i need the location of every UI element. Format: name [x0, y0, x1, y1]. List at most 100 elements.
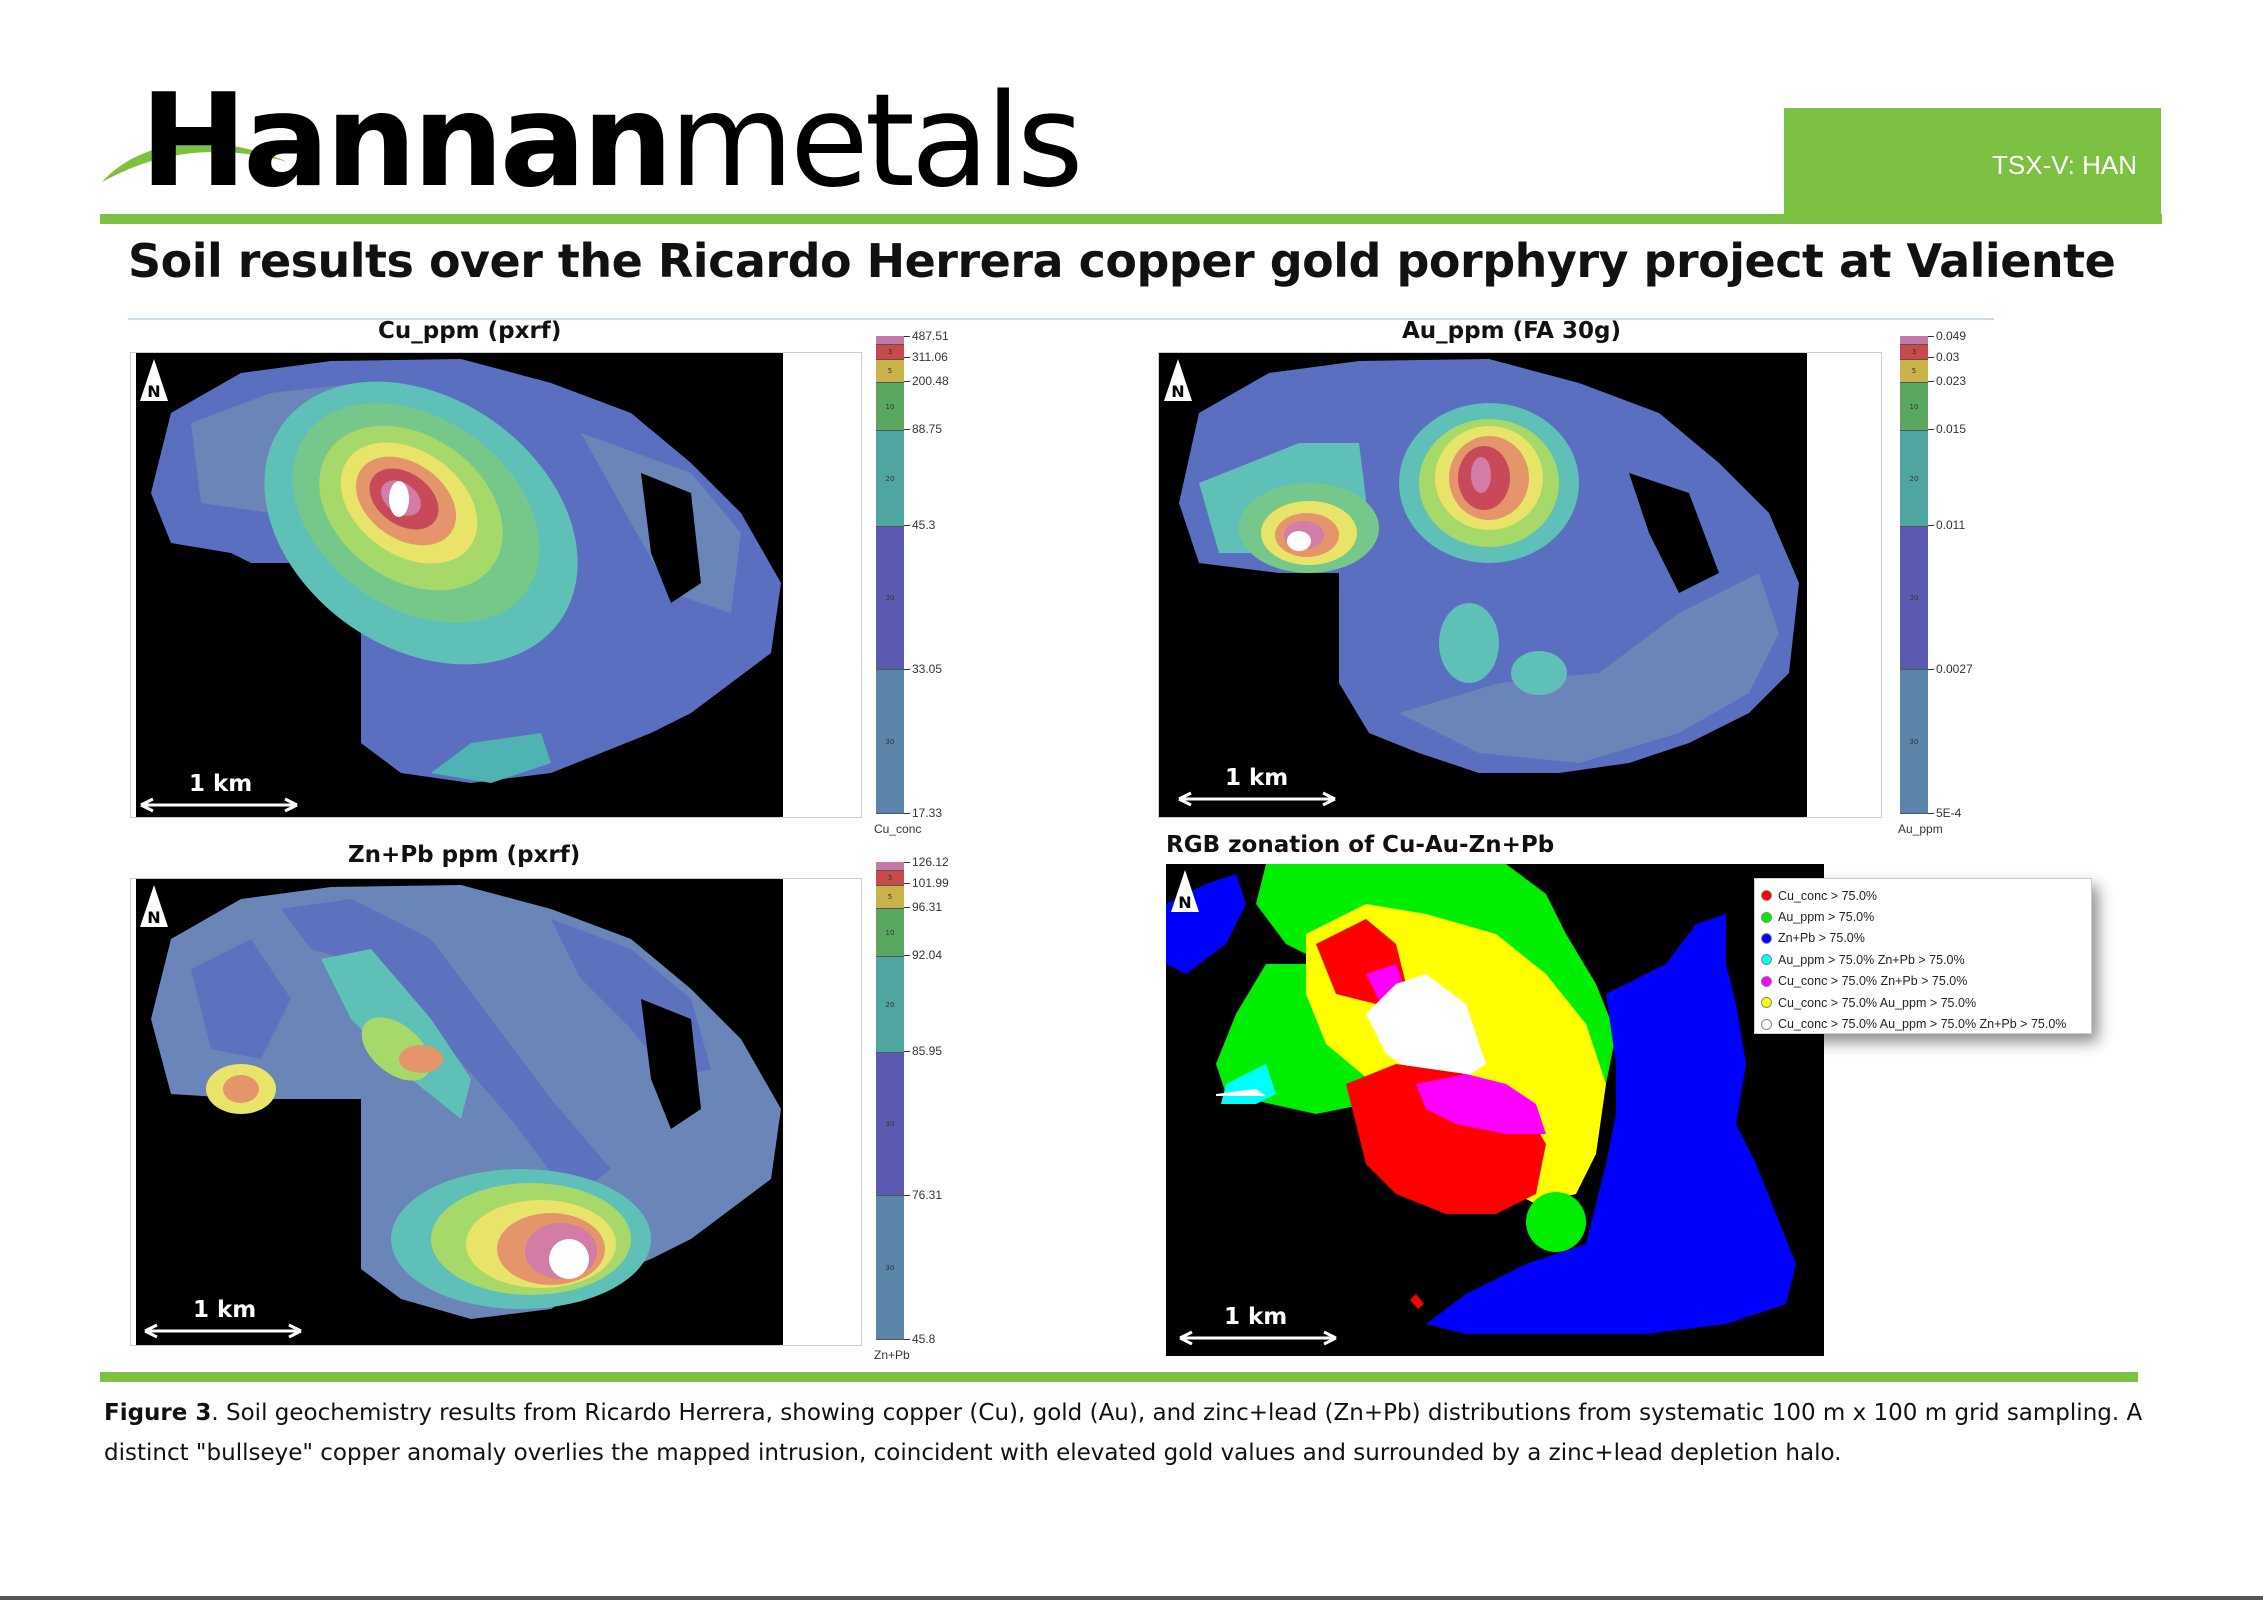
- legend-unit: Au_ppm: [1898, 822, 1943, 836]
- legend-band: [1900, 336, 1928, 345]
- legend-band: 5: [876, 886, 904, 909]
- rgb-map-title: RGB zonation of Cu-Au-Zn+Pb: [1166, 832, 1555, 858]
- scale-bar-icon: [140, 797, 298, 813]
- legend-tick: 126.12: [904, 855, 949, 869]
- figure-caption: Figure 3. Soil geochemistry results from…: [104, 1393, 2164, 1473]
- north-arrow-icon: N: [1164, 359, 1192, 401]
- rgb-legend-row: Zn+Pb > 75.0%: [1761, 928, 2085, 949]
- legend-tick: 101.99: [904, 876, 949, 890]
- north-label: N: [1178, 893, 1191, 912]
- legend-swatch: [1761, 932, 1772, 944]
- legend-tick: 0.023: [1928, 374, 1966, 388]
- legend-tick: 96.31: [904, 900, 942, 914]
- page-title: Soil results over the Ricardo Herrera co…: [128, 234, 2116, 288]
- legend-band: 3: [876, 871, 904, 886]
- legend-swatch: [1761, 911, 1772, 923]
- legend-band: 20: [876, 957, 904, 1053]
- legend-band: 20: [876, 431, 904, 527]
- legend-unit: Cu_conc: [874, 822, 922, 836]
- scale-label: 1 km: [193, 1297, 257, 1323]
- legend-tick: 85.95: [904, 1044, 942, 1058]
- legend-band: 20: [1900, 431, 1928, 527]
- rgb-legend-row: Cu_conc > 75.0%: [1761, 885, 2085, 906]
- logo-wordmark: Hannanmetals: [140, 78, 1084, 206]
- legend-tick: 76.31: [904, 1188, 942, 1202]
- legend-unit: Zn+Pb: [874, 1348, 910, 1362]
- page-bottom-border: [0, 1596, 2263, 1600]
- rgb-legend-row: Au_ppm > 75.0%: [1761, 906, 2085, 927]
- north-label: N: [1171, 382, 1184, 401]
- legend-band: 30: [1900, 670, 1928, 814]
- au-legend-bar: 3 5 10 20 30 30: [1900, 336, 1928, 814]
- legend-band: 30: [876, 527, 904, 670]
- legend-tick: 0.011: [1928, 518, 1965, 532]
- legend-tick: 45.8: [904, 1332, 935, 1346]
- legend-tick: 5E-4: [1928, 806, 1961, 820]
- scale-label: 1 km: [1224, 1304, 1288, 1330]
- rgb-legend-row: Cu_conc > 75.0% Zn+Pb > 75.0%: [1761, 971, 2085, 992]
- north-label: N: [147, 908, 160, 927]
- rgb-legend: Cu_conc > 75.0% Au_ppm > 75.0% Zn+Pb > 7…: [1754, 878, 2092, 1034]
- scale-bar-icon: [1178, 791, 1336, 807]
- legend-tick: 487.51: [904, 329, 949, 343]
- header-rule: [100, 214, 2162, 224]
- scale-label: 1 km: [189, 771, 253, 797]
- cu-legend-bar: 3 5 10 20 30 30: [876, 336, 904, 814]
- rgb-legend-label: Cu_conc > 75.0% Zn+Pb > 75.0%: [1778, 974, 1968, 989]
- north-arrow-icon: N: [1171, 870, 1199, 912]
- zn-map-title: Zn+Pb ppm (pxrf): [348, 842, 581, 868]
- legend-tick: 0.015: [1928, 422, 1966, 436]
- north-label: N: [147, 382, 160, 401]
- legend-band: 5: [1900, 360, 1928, 383]
- legend-swatch: [1761, 954, 1772, 966]
- legend-swatch: [1761, 975, 1772, 987]
- legend-band: [876, 862, 904, 871]
- legend-band: [876, 336, 904, 345]
- scale-bar-icon: [144, 1323, 302, 1339]
- legend-tick: 0.03: [1928, 350, 1959, 364]
- legend-swatch: [1761, 997, 1772, 1009]
- legend-swatch: [1761, 1018, 1772, 1030]
- rgb-legend-label: Cu_conc > 75.0%: [1778, 888, 1878, 903]
- legend-tick: 92.04: [904, 948, 942, 962]
- scale-label: 1 km: [1225, 765, 1289, 791]
- rgb-legend-label: Au_ppm > 75.0%: [1778, 910, 1875, 925]
- au-map-title: Au_ppm (FA 30g): [1402, 318, 1621, 344]
- legend-band: 30: [876, 1196, 904, 1340]
- legend-band: 3: [1900, 345, 1928, 360]
- logo-swoosh-icon: [102, 143, 288, 182]
- legend-band: 30: [876, 1053, 904, 1196]
- rgb-map: N 1 km: [1166, 864, 1824, 1356]
- rgb-legend-label: Cu_conc > 75.0% Au_ppm > 75.0%: [1778, 995, 1977, 1010]
- legend-tick: 17.33: [904, 806, 942, 820]
- caption-text: . Soil geochemistry results from Ricardo…: [104, 1400, 2143, 1466]
- legend-band: 30: [1900, 527, 1928, 670]
- north-arrow-icon: N: [140, 885, 168, 927]
- legend-band: 10: [876, 909, 904, 957]
- legend-band: 10: [1900, 383, 1928, 431]
- legend-band: 30: [876, 670, 904, 814]
- legend-tick: 311.06: [904, 350, 948, 364]
- zn-legend-bar: 3 5 10 20 30 30: [876, 862, 904, 1340]
- rgb-legend-label: Au_ppm > 75.0% Zn+Pb > 75.0%: [1778, 952, 1965, 967]
- rgb-legend-row: Au_ppm > 75.0% Zn+Pb > 75.0%: [1761, 949, 2085, 970]
- footer-rule: [100, 1372, 2138, 1382]
- legend-tick: 0.0027: [1928, 662, 1973, 676]
- ticker-badge: TSX-V: HAN: [1784, 108, 2161, 222]
- legend-band: 5: [876, 360, 904, 383]
- legend-band: 10: [876, 383, 904, 431]
- legend-tick: 200.48: [904, 374, 949, 388]
- scale-bar-icon: [1179, 1330, 1337, 1346]
- legend-tick: 0.049: [1928, 329, 1966, 343]
- title-rule: [128, 318, 1994, 320]
- legend-band: 3: [876, 345, 904, 360]
- rgb-legend-label: Cu_conc > 75.0% Au_ppm > 75.0% Zn+Pb > 7…: [1778, 1017, 2067, 1032]
- rgb-legend-row: Cu_conc > 75.0% Au_ppm > 75.0% Zn+Pb > 7…: [1761, 1013, 2085, 1034]
- logo-word-dark: Hannan: [140, 67, 673, 216]
- zn-map: N 1 km: [130, 878, 862, 1346]
- north-arrow-icon: N: [140, 359, 168, 401]
- au-map: N 1 km: [1158, 352, 1882, 818]
- legend-swatch: [1761, 890, 1772, 902]
- legend-tick: 88.75: [904, 422, 942, 436]
- legend-tick: 45.3: [904, 518, 935, 532]
